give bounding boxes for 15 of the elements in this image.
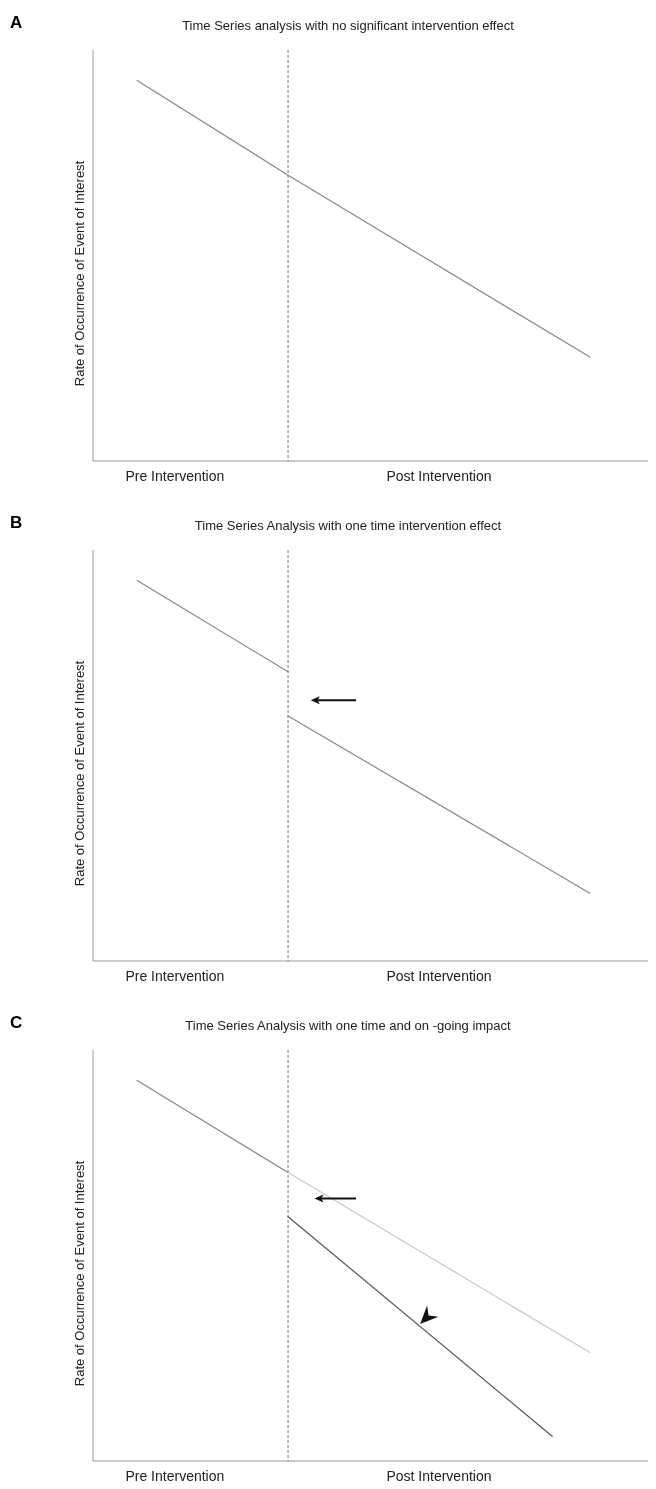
y-axis-title: Rate of Occurrence of Event of Interest [72, 160, 87, 387]
y-axis-title: Rate of Occurrence of Event of Interest [72, 1160, 87, 1387]
x-tick-label: Pre Intervention [125, 468, 225, 484]
x-tick-label: Post Intervention [386, 968, 492, 984]
chart-title: Time Series Analysis with one time and on -going impact [185, 1018, 512, 1033]
x-tick-label: Pre Intervention [125, 968, 225, 984]
x-tick-label: Post Intervention [386, 1468, 492, 1484]
text: C [10, 1013, 23, 1032]
x-tick-label: Post Intervention [386, 468, 492, 484]
y-axis-title: Rate of Occurrence of Event of Interest [72, 660, 87, 887]
text: B [10, 513, 23, 532]
x-tick-label: Pre Intervention [125, 1468, 225, 1484]
chart-title: Time Series Analysis with one time intervention effect [194, 518, 502, 533]
text: A [10, 13, 23, 32]
chart-title: Time Series analysis with no significant intervention effect [182, 18, 515, 33]
